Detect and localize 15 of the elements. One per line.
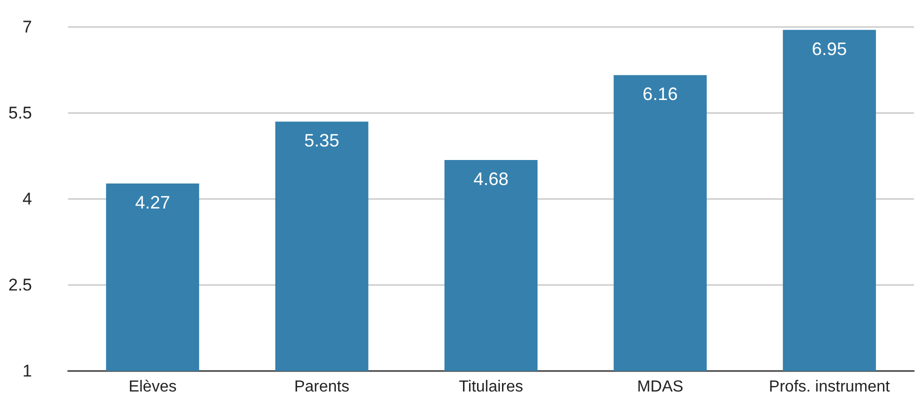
data-label: 6.95 [812, 38, 847, 59]
x-tick-label: Elèves [128, 378, 177, 396]
y-tick-label: 7 [22, 18, 32, 36]
x-tick-label: Titulaires [458, 378, 524, 396]
x-tick-label: Parents [294, 378, 350, 396]
y-tick-label: 1 [22, 362, 32, 380]
y-tick-label: 4 [22, 190, 32, 208]
x-tick-label: MDAS [637, 378, 684, 396]
data-label: 6.16 [642, 84, 678, 104]
x-tick-label: Profs. instrument [768, 378, 890, 396]
data-label: 5.35 [304, 130, 340, 151]
data-label: 4.68 [473, 169, 509, 190]
y-tick-label: 2.5 [8, 276, 32, 294]
data-label: 4.27 [135, 192, 170, 213]
y-tick-label: 5.5 [8, 104, 32, 122]
